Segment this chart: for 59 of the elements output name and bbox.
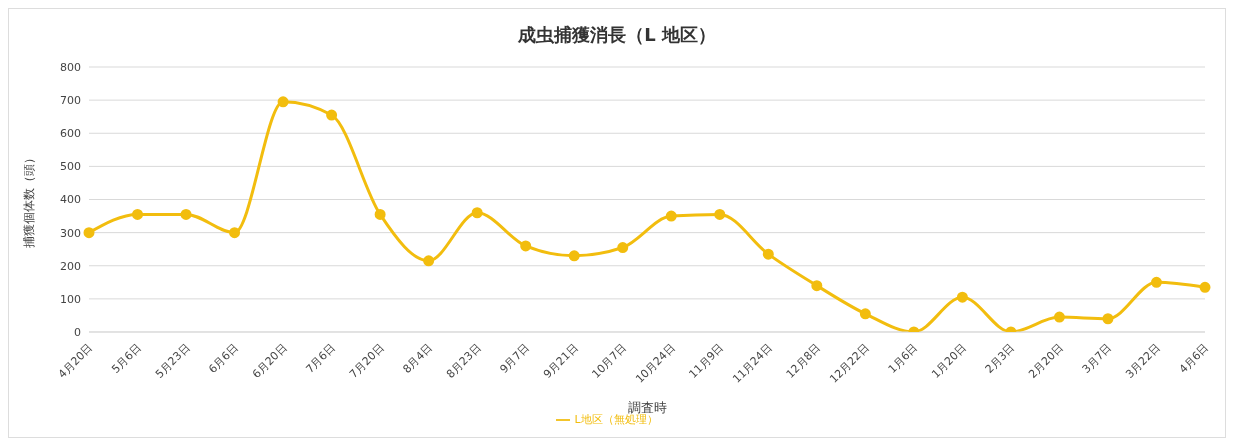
y-tick-label: 0 — [74, 325, 81, 339]
point — [374, 208, 386, 220]
point — [83, 227, 95, 239]
point — [811, 280, 823, 292]
point — [423, 255, 435, 267]
point — [665, 210, 677, 222]
x-tick-label: 4月20日 — [55, 341, 96, 381]
x-tick-label: 7月6日 — [303, 341, 338, 376]
y-tick-label: 700 — [60, 94, 81, 108]
point — [859, 308, 871, 320]
point — [1102, 313, 1114, 325]
x-tick-label: 6月20日 — [249, 341, 290, 381]
x-tick-label: 9月7日 — [497, 341, 533, 376]
x-tick-label: 5月23日 — [152, 341, 193, 381]
point — [132, 208, 144, 220]
x-axis-title: 調査時 — [627, 400, 667, 415]
x-tick-label: 11月24日 — [730, 341, 775, 386]
point — [1150, 276, 1162, 288]
x-tick-label: 12月22日 — [827, 341, 872, 386]
y-tick-label: 500 — [60, 160, 81, 174]
x-tick-label: 8月4日 — [400, 341, 436, 376]
x-tick-label: 9月21日 — [540, 341, 581, 381]
x-tick-label: 11月9日 — [686, 341, 727, 381]
x-tick-label: 2月20日 — [1026, 341, 1066, 381]
x-tick-label: 1月6日 — [885, 341, 921, 376]
x-tick-label: 10月7日 — [589, 341, 630, 381]
point — [568, 250, 580, 262]
x-tick-label: 6月6日 — [206, 341, 241, 376]
chart-title: 成虫捕獲消長（L 地区） — [517, 23, 717, 47]
point — [762, 248, 774, 260]
y-tick-label: 400 — [60, 193, 81, 207]
x-tick-label: 5月6日 — [109, 341, 144, 376]
x-tick-label: 1月20日 — [929, 341, 969, 381]
legend-label: L地区（無処理） — [574, 413, 658, 426]
y-tick-label: 300 — [60, 226, 81, 240]
y-axis-title: 捕獲個体数（頭） — [22, 151, 37, 248]
point — [1199, 281, 1211, 293]
x-tick-label: 3月22日 — [1123, 341, 1163, 381]
y-tick-label: 100 — [60, 292, 81, 306]
x-tick-label: 3月7日 — [1079, 341, 1115, 376]
x-tick-label: 2月3日 — [982, 341, 1018, 376]
point — [714, 208, 726, 220]
y-tick-label: 800 — [60, 60, 81, 74]
point — [180, 208, 192, 220]
point — [326, 109, 338, 121]
point — [1053, 311, 1065, 323]
x-tick-label: 4月6日 — [1176, 341, 1212, 376]
x-tick-label: 7月20日 — [346, 341, 387, 381]
point — [471, 207, 483, 219]
y-tick-label: 200 — [60, 259, 81, 273]
point — [229, 227, 241, 239]
x-tick-label: 10月24日 — [633, 341, 678, 386]
point — [277, 96, 289, 108]
point — [520, 240, 532, 252]
point — [617, 242, 629, 254]
x-tick-label: 8月23日 — [443, 341, 484, 381]
x-tick-label: 12月8日 — [783, 341, 824, 381]
point — [956, 291, 968, 303]
y-tick-label: 600 — [60, 127, 81, 141]
